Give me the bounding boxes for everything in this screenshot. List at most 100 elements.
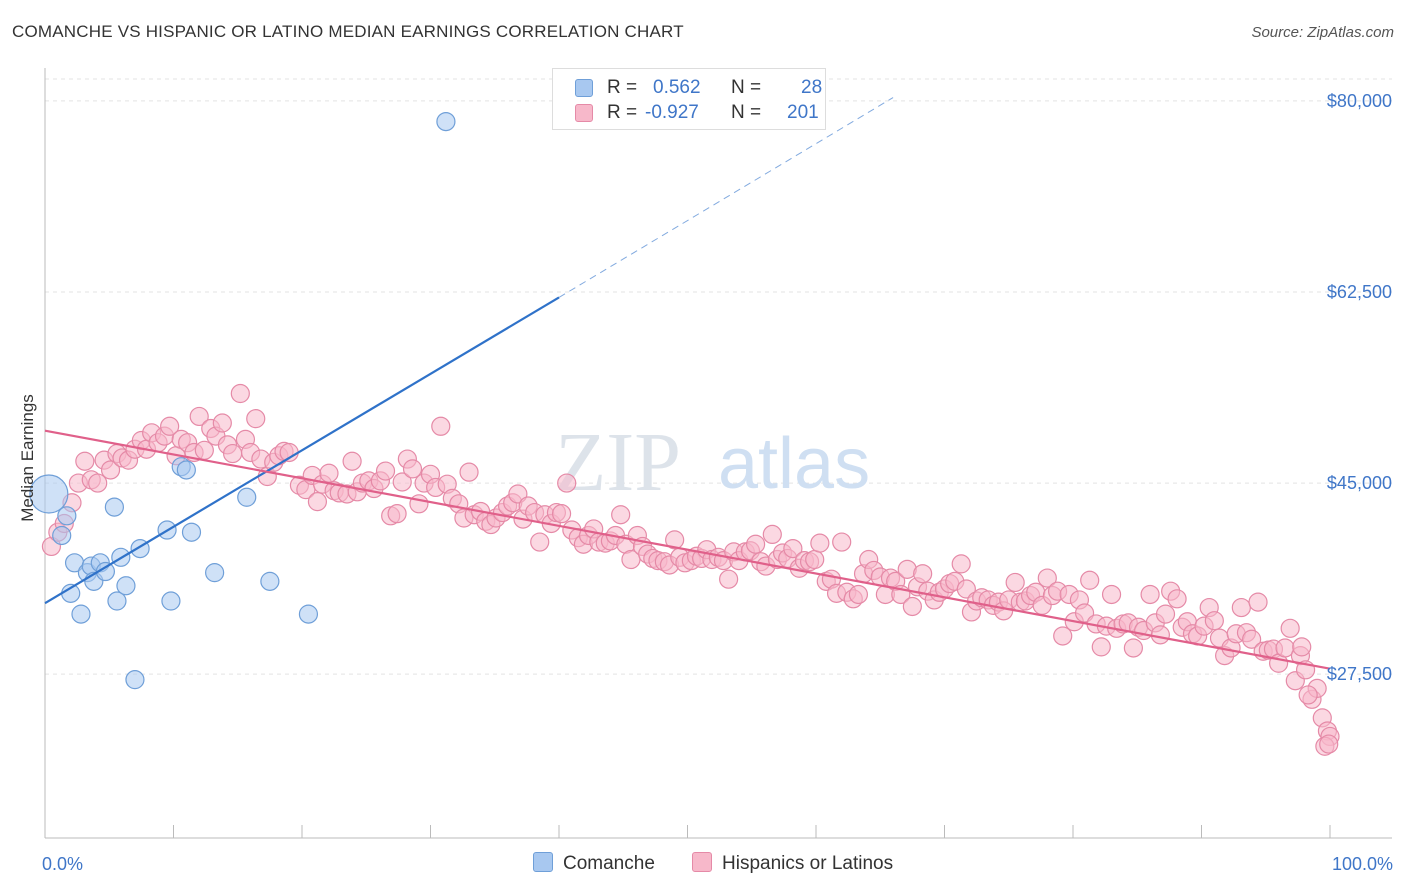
data-point xyxy=(1005,572,1025,593)
watermark: ZIP atlas xyxy=(555,416,870,509)
watermark-atlas: atlas xyxy=(718,424,870,504)
data-point xyxy=(104,497,124,517)
data-point xyxy=(223,443,243,464)
series-comanche-points xyxy=(29,111,456,690)
data-point xyxy=(205,563,225,583)
data-point xyxy=(1292,637,1312,657)
data-point xyxy=(181,522,202,542)
data-point xyxy=(1080,570,1100,590)
legend-r-label: R = xyxy=(607,102,638,123)
data-point xyxy=(375,461,396,481)
y-tick-label: $45,000 xyxy=(1327,473,1392,493)
data-point xyxy=(100,460,121,480)
x-tick-label: 100.0% xyxy=(1332,854,1393,874)
data-point xyxy=(260,571,280,591)
data-point xyxy=(75,451,95,471)
legend-n-value: 28 xyxy=(801,77,823,98)
legend-n-value: 201 xyxy=(787,102,819,123)
legend-swatch-comanche xyxy=(533,852,553,872)
legend-r-value: 0.562 xyxy=(653,77,701,98)
data-point xyxy=(246,409,266,429)
data-point xyxy=(1167,589,1187,609)
data-point xyxy=(902,596,922,617)
data-point xyxy=(189,406,209,427)
legend-swatch-hispanics xyxy=(692,852,712,872)
data-point xyxy=(1248,592,1268,612)
data-point xyxy=(1150,625,1170,645)
data-point xyxy=(342,451,362,471)
data-point xyxy=(298,604,319,624)
data-point xyxy=(52,525,72,546)
data-point xyxy=(307,492,328,512)
data-point xyxy=(237,487,257,507)
grid-lines xyxy=(45,78,1392,675)
data-point xyxy=(783,538,803,559)
data-point xyxy=(402,459,423,479)
data-point xyxy=(88,473,108,493)
data-point xyxy=(805,549,825,570)
data-point xyxy=(1123,638,1143,658)
legend-item-comanche: Comanche xyxy=(533,852,655,875)
correlation-legend: R = 0.562 N = 28 R = -0.927 N = 201 xyxy=(552,68,826,130)
data-point xyxy=(557,473,577,493)
trend-line xyxy=(44,296,560,605)
data-point xyxy=(392,472,412,492)
trend-line xyxy=(44,429,1331,670)
trend-lines xyxy=(44,97,1331,670)
y-tick-label: $80,000 xyxy=(1327,91,1392,111)
data-point xyxy=(530,532,550,552)
data-point xyxy=(848,584,869,605)
legend-n-label: N = xyxy=(731,77,762,98)
data-point xyxy=(459,462,479,482)
data-point xyxy=(762,524,782,545)
trend-line-extension xyxy=(558,97,894,298)
data-point xyxy=(1242,629,1262,649)
data-point xyxy=(176,460,196,480)
data-point xyxy=(116,576,136,596)
data-point xyxy=(1101,584,1122,605)
data-point xyxy=(409,494,429,514)
data-point xyxy=(746,534,766,554)
data-point xyxy=(1140,584,1160,605)
data-point xyxy=(436,111,456,132)
data-point xyxy=(1298,685,1318,705)
series-legend: Comanche Hispanics or Latinos xyxy=(0,852,1406,878)
data-point xyxy=(913,564,933,584)
data-point xyxy=(1204,611,1224,631)
legend-n-label: N = xyxy=(731,102,762,123)
source-label: Source: ZipAtlas.com xyxy=(1251,24,1394,41)
legend-r-value: -0.927 xyxy=(645,102,699,123)
y-axis-label: Median Earnings xyxy=(18,394,37,522)
data-point xyxy=(57,506,77,526)
axes xyxy=(44,68,1392,839)
x-tick-labels: 0.0% 100.0% xyxy=(42,854,1393,874)
legend-label-hispanics: Hispanics or Latinos xyxy=(722,853,894,874)
series-hispanics-points xyxy=(41,383,1340,756)
data-point xyxy=(719,569,739,589)
legend-r-label: R = xyxy=(607,77,638,98)
legend-item-hispanics: Hispanics or Latinos xyxy=(692,852,893,875)
data-point xyxy=(107,591,127,611)
data-point xyxy=(230,383,250,404)
data-point xyxy=(551,504,572,524)
legend-swatch-hispanics xyxy=(575,104,593,122)
data-point xyxy=(611,505,631,525)
watermark-zip: ZIP xyxy=(555,416,681,509)
x-tick-label: 0.0% xyxy=(42,854,83,874)
data-point xyxy=(665,530,685,550)
data-point xyxy=(125,670,145,690)
data-point xyxy=(1231,597,1251,618)
data-point xyxy=(319,463,339,483)
data-point xyxy=(832,532,852,552)
data-point xyxy=(1037,568,1057,588)
data-point xyxy=(29,474,69,514)
legend-swatch-comanche xyxy=(575,79,593,97)
data-point xyxy=(431,416,451,436)
data-point xyxy=(387,504,407,524)
data-point xyxy=(810,533,830,553)
y-tick-label: $27,500 xyxy=(1327,664,1392,684)
legend-label-comanche: Comanche xyxy=(563,853,655,874)
data-point xyxy=(161,591,181,611)
data-point xyxy=(951,554,971,574)
